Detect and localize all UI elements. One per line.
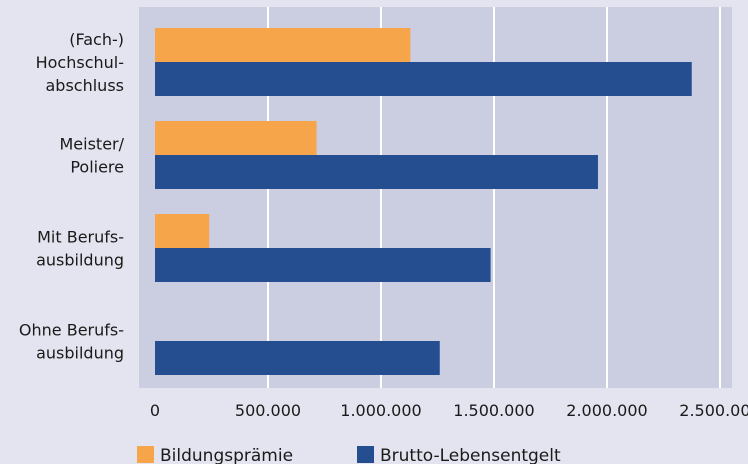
bar-bildungspraemie-2 [155,214,210,248]
bar-bildungspraemie-1 [155,121,317,155]
bar-brutto-lebensentgelt-2 [155,248,491,282]
legend: Bildungsprämie Brutto-Lebensentgelt [137,446,561,464]
category-label: Mit Berufs-ausbildung [36,228,124,270]
bar-brutto-lebensentgelt-3 [155,341,440,375]
category-label: Ohne Berufs-ausbildung [19,321,124,363]
legend-label: Bildungsprämie [160,446,293,464]
bars [155,28,692,375]
category-label: (Fach-) Hochschul-abschluss [36,30,124,95]
legend-swatch [357,446,374,463]
category-labels: (Fach-) Hochschul-abschluss Meister/Polier… [19,30,125,363]
x-tick-label: 0 [150,401,160,420]
bar-brutto-lebensentgelt-1 [155,155,598,189]
x-tick-label: 500.000 [235,401,301,420]
legend-label: Brutto-Lebensentgelt [380,446,561,464]
x-tick-label: 2.000.000 [566,401,647,420]
x-tick-label: 2.500.000 [679,401,748,420]
legend-swatch [137,446,154,463]
x-tick-label: 1.000.000 [340,401,421,420]
bar-bildungspraemie-0 [155,28,411,62]
category-label: Meister/Poliere [59,135,124,177]
x-axis-ticks: 0 500.000 1.000.000 1.500.000 2.000.000 2.500… [150,401,748,420]
bar-brutto-lebensentgelt-0 [155,62,692,96]
x-tick-label: 1.500.000 [453,401,534,420]
